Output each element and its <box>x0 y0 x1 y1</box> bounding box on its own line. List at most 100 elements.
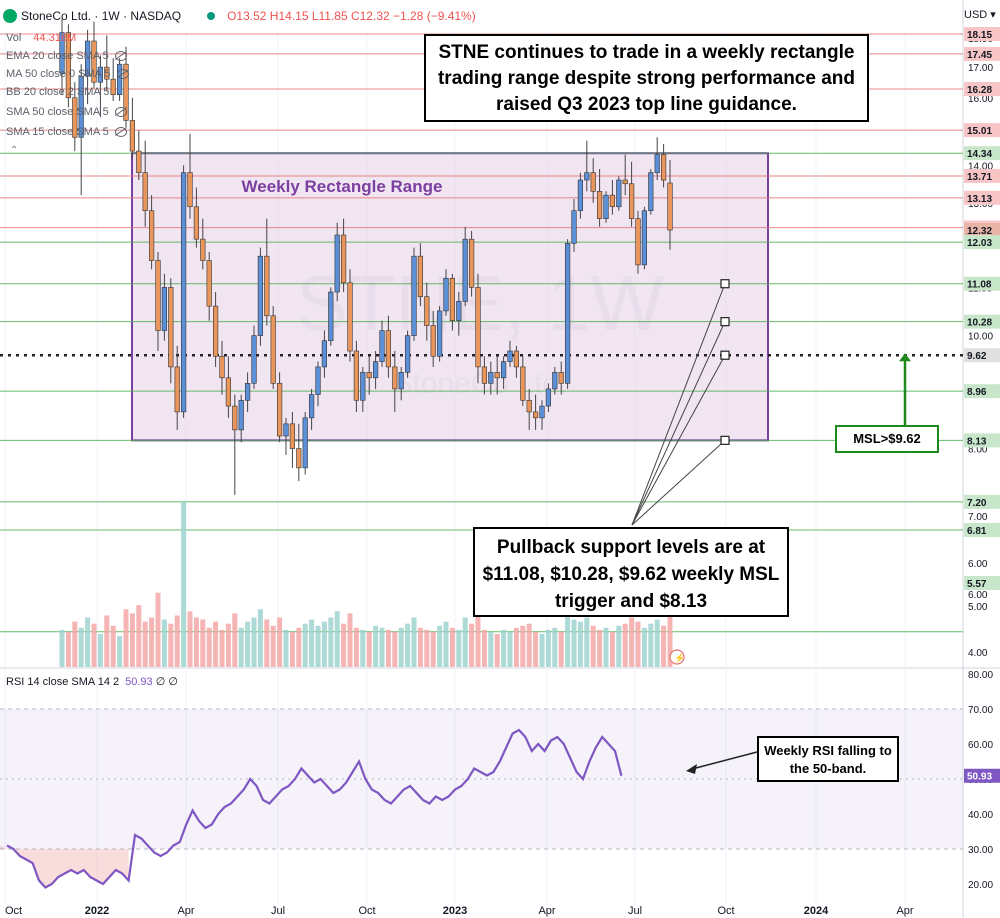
indicator-ema[interactable]: EMA 20 close SMA 5 <box>6 50 127 62</box>
volume-bar <box>366 631 372 667</box>
candle-body <box>187 172 193 208</box>
price-label-bg <box>964 190 1000 205</box>
volume-bar <box>289 631 295 667</box>
collapse-indicators-icon[interactable]: ⌃ <box>10 145 19 156</box>
volume-bar <box>181 502 187 667</box>
candle-body <box>571 210 577 244</box>
rsi-extra: ∅ ∅ <box>155 676 178 688</box>
candle-body <box>315 366 321 395</box>
candle-body <box>628 183 635 219</box>
pullback-marker <box>720 435 730 445</box>
time-tick-label: Jul <box>628 905 642 917</box>
candle-body <box>385 330 392 368</box>
rectangle-label: Weekly Rectangle Range <box>242 177 443 196</box>
title-callout: STNE continues to trade in a weekly rect… <box>424 34 869 122</box>
volume-bar <box>622 623 628 667</box>
candle-body <box>78 75 84 138</box>
candle-body <box>206 260 212 307</box>
volume-bar <box>97 634 103 667</box>
candle-body <box>72 97 78 138</box>
rsi-value-label: 50.93 <box>967 772 992 783</box>
price-level-label: 13.71 <box>967 172 992 183</box>
candle-body <box>347 282 353 352</box>
volume-bar <box>411 617 417 667</box>
volume-bar <box>78 627 84 667</box>
candle-body <box>65 32 71 99</box>
rsi-tick-label: 20.00 <box>968 880 993 891</box>
time-tick-label: Jul <box>271 905 285 917</box>
volume-bar <box>238 627 244 667</box>
candle-body <box>552 372 558 390</box>
volume-bar <box>142 621 148 667</box>
time-tick-label: Oct <box>5 905 22 917</box>
volume-bar <box>302 623 308 667</box>
indicator-sma15[interactable]: SMA 15 close SMA 5 <box>6 126 127 138</box>
candle-body <box>545 388 551 407</box>
candle-body <box>136 150 142 173</box>
volume-bar <box>520 625 526 667</box>
price-level-label: 17.45 <box>967 50 992 61</box>
volume-bar <box>449 627 455 667</box>
candle-body <box>59 32 65 74</box>
candle-body <box>302 417 308 469</box>
volume-bar <box>309 619 315 667</box>
price-label-bg <box>964 494 1000 509</box>
symbol-name[interactable]: StoneCo Ltd. <box>21 9 92 23</box>
time-tick-label: 2022 <box>85 905 109 917</box>
rsi-value: 50.93 <box>125 676 153 688</box>
volume-bar <box>469 623 475 667</box>
candle-body <box>161 287 168 331</box>
rsi-tick-label: 60.00 <box>968 740 993 751</box>
candle-body <box>85 40 91 77</box>
time-tick-label: 2023 <box>443 905 467 917</box>
volume-bar <box>597 629 603 667</box>
volume-bar <box>392 631 398 667</box>
volume-bar <box>616 625 622 667</box>
indicator-sma50[interactable]: SMA 50 close SMA 5 <box>6 106 127 118</box>
volume-bar <box>129 613 135 667</box>
rsi-arrow-head <box>686 764 697 774</box>
hidden-eye-icon[interactable] <box>116 69 129 80</box>
hidden-eye-icon[interactable] <box>114 107 127 118</box>
rsi-header[interactable]: RSI 14 close SMA 14 2 50.93 ∅ ∅ <box>6 676 178 688</box>
candle-body <box>372 361 379 379</box>
volume-bar <box>206 627 212 667</box>
volume-bar <box>110 625 116 667</box>
indicator-ma[interactable]: MA 50 close 0 SMA 5 <box>6 68 129 80</box>
price-level-label: 5.57 <box>967 579 987 590</box>
volume-bar <box>494 634 500 667</box>
rsi-callout: Weekly RSI falling to the 50-band. <box>757 736 899 782</box>
price-tick-label: 10.00 <box>968 332 993 343</box>
volume-bar <box>334 611 340 667</box>
candle-body <box>283 423 289 437</box>
volume-indicator[interactable]: Vol 44.316M <box>6 32 77 44</box>
volume-bar <box>533 631 539 667</box>
price-level-label: 14.34 <box>967 149 992 160</box>
volume-bar <box>174 615 180 667</box>
currency-selector[interactable]: USD ▾ <box>964 9 996 21</box>
candle-body <box>328 291 334 341</box>
hidden-eye-icon[interactable] <box>114 51 127 62</box>
volume-bar <box>584 617 590 667</box>
candle-body <box>488 372 494 384</box>
volume-bar <box>565 613 571 667</box>
interval-label[interactable]: 1W <box>101 9 120 23</box>
indicator-bb[interactable]: BB 20 close 2 SMA 5 <box>6 86 110 98</box>
volume-bar <box>315 625 321 667</box>
candle-body <box>622 179 628 185</box>
candle-body <box>539 405 545 419</box>
volume-bar <box>437 625 443 667</box>
price-tick-label: 4.00 <box>968 648 988 659</box>
volume-bar <box>347 613 353 667</box>
candle-body <box>149 210 155 261</box>
hidden-eye-icon[interactable] <box>114 127 127 138</box>
volume-bar <box>648 623 654 667</box>
volume-bar <box>277 617 283 667</box>
volume-bar <box>456 629 462 667</box>
candle-body <box>609 194 615 208</box>
candle-body <box>104 66 110 80</box>
volume-bar <box>155 592 161 667</box>
price-tick-label: 14.00 <box>968 161 993 172</box>
volume-bar <box>213 621 219 667</box>
